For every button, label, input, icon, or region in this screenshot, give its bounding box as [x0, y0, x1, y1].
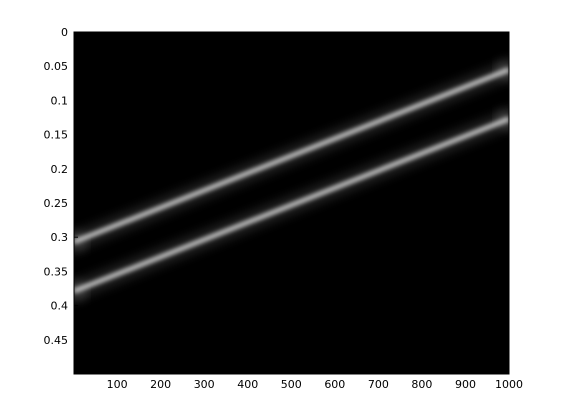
y-tick-label: 0	[61, 26, 68, 39]
band-2	[74, 108, 509, 302]
x-tick-label: 800	[411, 378, 432, 391]
y-tick-label: 0.3	[51, 231, 69, 244]
x-axis: 100 200 300 400 500 600 700 800 900 1000	[107, 370, 523, 391]
x-tick-label: 600	[324, 378, 345, 391]
y-tick-label: 0.2	[51, 163, 69, 176]
band-edge-fringe	[74, 281, 88, 302]
plot-frame	[73, 31, 510, 375]
x-tick-label: 500	[281, 378, 302, 391]
band-edge-fringe	[495, 59, 509, 80]
x-tick-label: 300	[194, 378, 215, 391]
band-layer	[74, 59, 509, 302]
y-tick-label: 0.45	[44, 334, 69, 347]
y-tick-label: 0.4	[51, 300, 69, 313]
x-tick-label: 200	[150, 378, 171, 391]
x-tick-label: 100	[107, 378, 128, 391]
x-tick-label: 1000	[495, 378, 523, 391]
x-tick-label: 900	[455, 378, 476, 391]
band-line	[74, 116, 509, 294]
y-tick-label: 0.1	[51, 94, 69, 107]
band-line	[74, 67, 509, 245]
y-tick-label: 0.05	[44, 60, 69, 73]
x-tick-label: 400	[237, 378, 258, 391]
x-tick-label: 700	[368, 378, 389, 391]
y-tick-label: 0.15	[44, 129, 69, 142]
y-tick-label: 0.25	[44, 197, 69, 210]
y-tick-label: 0.35	[44, 265, 69, 278]
y-axis: 0 0.05 0.1 0.15 0.2 0.25 0.3 0.35 0.4 0.45	[44, 26, 78, 347]
band-edge-fringe	[495, 108, 509, 129]
